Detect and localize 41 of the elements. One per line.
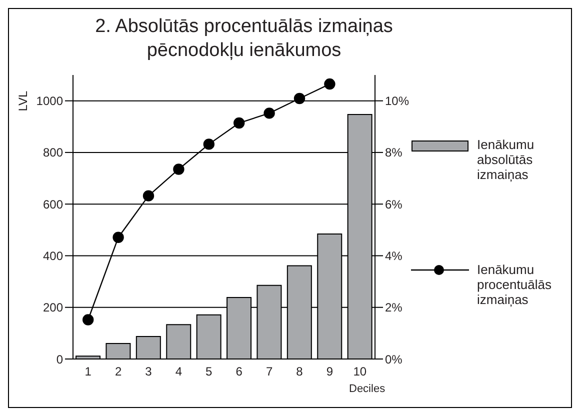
y-tick-label: 400	[42, 248, 64, 263]
y2-tick-label: 10%	[385, 94, 410, 108]
x-tick-label: 9	[326, 364, 334, 379]
x-tick-label: 6	[236, 364, 243, 379]
point	[203, 138, 214, 150]
y-tick-label: 0	[56, 352, 64, 366]
point	[112, 232, 124, 243]
x-tick-label: 4	[175, 364, 182, 379]
point	[142, 190, 154, 202]
point	[234, 117, 245, 129]
y-tick-label: 800	[42, 146, 64, 160]
y-tick-label: 600	[42, 197, 64, 212]
bar	[196, 314, 222, 359]
bar	[166, 324, 192, 359]
y-axis-title: LVL	[16, 90, 30, 112]
y-tick-label: 1000	[36, 94, 64, 108]
point	[82, 314, 94, 326]
y2-tick-label: 8%	[385, 146, 403, 160]
legend-label: Ienākumu absolūtās izmaiņas	[477, 137, 536, 182]
y2-tick-label: 2%	[385, 300, 403, 315]
y-tick-label: 200	[42, 300, 64, 315]
point	[173, 164, 184, 175]
point	[324, 78, 336, 90]
x-tick-label: 1	[84, 364, 92, 379]
x-tick-label: 8	[296, 364, 304, 379]
bar	[106, 343, 131, 359]
x-tick-label: 3	[145, 364, 152, 379]
x-tick-label: 5	[206, 364, 213, 379]
bar	[76, 356, 101, 359]
chart-title: 2. Absolūtās procentuālās izmaiņas pēcnodokļu ienākumos	[94, 15, 394, 63]
legend-label: Ienākumu procentuālās izmaiņas	[477, 262, 552, 307]
bar	[136, 336, 161, 359]
x-tick-label: 10	[353, 364, 367, 379]
x-axis-title: Deciles	[349, 383, 386, 395]
y2-tick-label: 4%	[385, 248, 403, 263]
y2-tick-label: 6%	[385, 197, 403, 212]
x-tick-label: 7	[266, 364, 273, 379]
point	[264, 108, 275, 119]
x-tick-label: 2	[114, 364, 122, 379]
y2-tick-label: 0%	[385, 352, 403, 366]
point	[294, 92, 306, 104]
